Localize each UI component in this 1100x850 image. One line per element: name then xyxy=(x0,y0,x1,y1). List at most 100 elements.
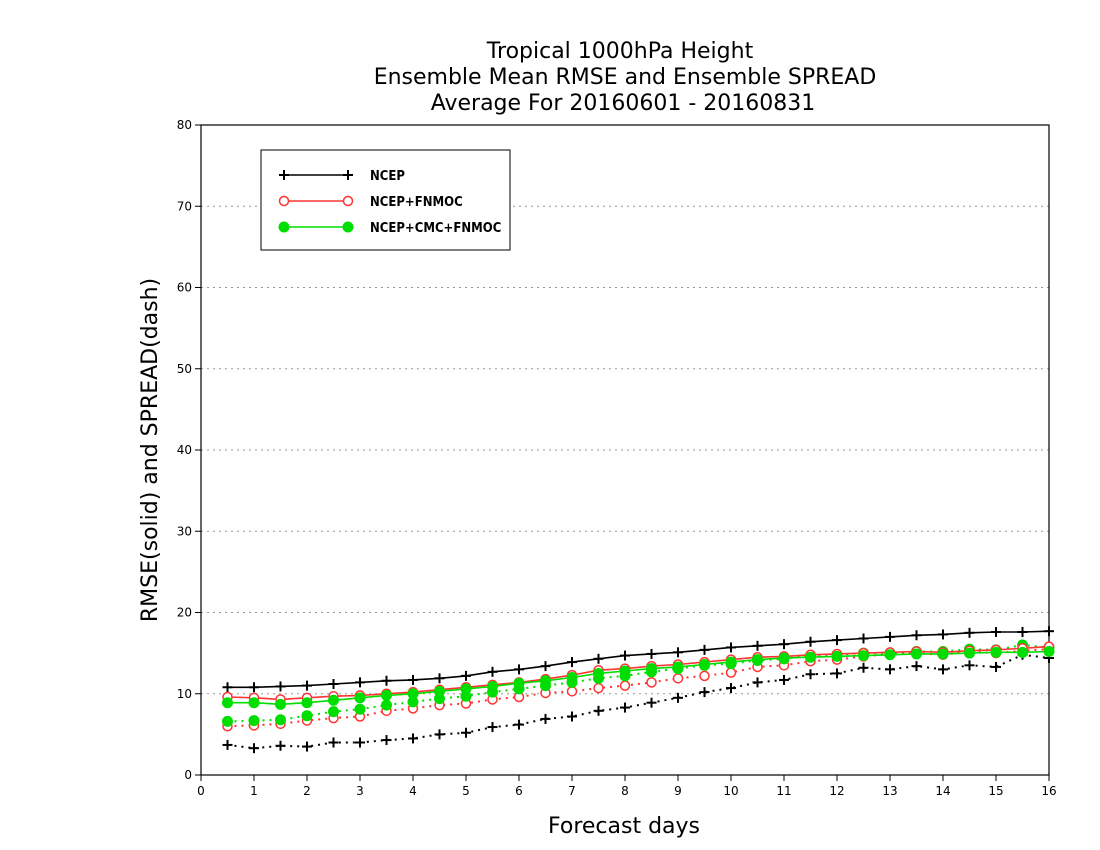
data-point-rmse xyxy=(514,664,524,675)
data-point-rmse xyxy=(964,627,975,638)
data-point-spread xyxy=(832,668,842,679)
data-point-rmse xyxy=(937,648,949,660)
legend-label: NCEP+FNMOC xyxy=(370,195,463,210)
data-point-spread xyxy=(699,670,710,682)
y-tick-label: 40 xyxy=(177,443,192,457)
data-point-spread xyxy=(461,727,471,738)
data-point-spread xyxy=(646,697,657,708)
data-point-rmse xyxy=(884,649,896,661)
data-point-spread xyxy=(248,715,260,727)
x-tick-label: 2 xyxy=(303,784,311,798)
x-tick-label: 5 xyxy=(462,784,470,798)
y-tick-label: 10 xyxy=(177,687,192,701)
data-point-rmse xyxy=(354,692,366,704)
data-point-spread xyxy=(752,677,763,688)
data-point-spread xyxy=(222,739,233,750)
data-point-spread xyxy=(408,733,418,744)
data-point-spread xyxy=(275,740,286,751)
data-point-rmse xyxy=(248,697,260,709)
legend-label: NCEP+CMC+FNMOC xyxy=(370,221,501,236)
data-point-rmse xyxy=(646,648,657,659)
x-tick-label: 0 xyxy=(197,784,205,798)
legend-marker-right xyxy=(343,170,353,180)
data-point-spread xyxy=(302,741,312,752)
data-point-rmse xyxy=(1044,626,1054,637)
data-point-spread xyxy=(381,699,392,711)
data-point-rmse xyxy=(779,639,789,650)
data-point-spread xyxy=(328,737,339,748)
data-point-spread xyxy=(222,715,233,727)
data-point-rmse xyxy=(540,661,551,672)
data-point-spread xyxy=(964,660,975,671)
y-tick-label: 20 xyxy=(177,606,192,620)
data-point-spread xyxy=(566,686,578,697)
data-point-rmse xyxy=(1017,646,1028,658)
data-point-rmse xyxy=(407,688,419,700)
data-point-spread xyxy=(779,674,789,685)
x-tick-label: 16 xyxy=(1041,784,1056,798)
data-point-rmse xyxy=(275,681,286,692)
legend-label: NCEP xyxy=(370,169,405,184)
data-point-spread xyxy=(673,692,683,703)
data-point-spread xyxy=(858,662,869,673)
data-point-rmse xyxy=(434,673,445,684)
data-point-spread xyxy=(619,680,631,691)
data-point-spread xyxy=(328,706,339,718)
y-tick-label: 30 xyxy=(177,524,192,538)
data-point-rmse xyxy=(911,630,922,641)
legend-marker-right xyxy=(342,221,354,233)
data-point-rmse xyxy=(355,677,365,688)
x-tick-label: 7 xyxy=(568,784,576,798)
y-tick-label: 80 xyxy=(177,118,192,132)
x-tick-label: 8 xyxy=(621,784,629,798)
data-point-spread xyxy=(885,664,895,675)
y-tick-label: 0 xyxy=(184,768,192,782)
y-axis-label: RMSE(solid) and SPREAD(dash) xyxy=(138,278,163,622)
data-point-rmse xyxy=(381,675,392,686)
x-tick-label: 4 xyxy=(409,784,417,798)
data-point-rmse xyxy=(434,685,445,697)
data-point-rmse xyxy=(302,680,312,691)
data-point-spread xyxy=(434,729,445,740)
data-point-rmse xyxy=(725,656,737,668)
data-point-rmse xyxy=(593,667,604,679)
data-point-rmse xyxy=(222,697,233,709)
data-point-rmse xyxy=(619,665,631,677)
title-line-1: Tropical 1000hPa Height xyxy=(486,39,754,64)
data-point-spread xyxy=(354,703,366,715)
title-line-2: Ensemble Mean RMSE and Ensemble SPREAD xyxy=(374,65,877,90)
y-tick-label: 70 xyxy=(177,199,192,213)
data-point-rmse xyxy=(513,677,525,689)
legend: NCEP NCEP+FNMOC NCEP+CMC+FNMOC xyxy=(260,149,511,251)
data-point-rmse xyxy=(487,666,498,677)
series-spread-line xyxy=(227,648,1050,728)
data-point-spread xyxy=(938,664,948,675)
series-spread-line xyxy=(227,653,1050,750)
data-point-spread xyxy=(540,713,551,724)
series-layer xyxy=(222,626,1055,754)
legend-marker-left xyxy=(279,170,289,180)
x-axis: 0 1 2 3 4 5 6 7 8 9 10 11 12 13 14 15 16 xyxy=(197,775,1057,798)
data-point-rmse xyxy=(566,672,578,683)
title-line-3: Average For 20160601 - 20160831 xyxy=(431,91,816,116)
data-point-rmse xyxy=(328,679,339,689)
data-point-rmse xyxy=(778,652,790,664)
data-point-rmse xyxy=(381,689,392,701)
y-tick-label: 60 xyxy=(177,281,192,295)
data-point-spread xyxy=(620,702,630,713)
data-point-rmse xyxy=(328,694,339,706)
legend-marker-left xyxy=(278,195,290,207)
legend-marker-left xyxy=(278,221,290,233)
x-tick-label: 6 xyxy=(515,784,523,798)
data-point-rmse xyxy=(646,663,657,675)
data-point-spread xyxy=(567,711,577,722)
data-point-rmse xyxy=(540,675,551,687)
series-rmse-line xyxy=(227,630,1050,689)
data-point-rmse xyxy=(249,682,259,693)
data-point-rmse xyxy=(885,631,895,642)
data-point-spread xyxy=(301,710,313,722)
data-point-spread xyxy=(514,719,524,730)
data-point-rmse xyxy=(911,648,922,660)
data-point-rmse xyxy=(567,657,577,668)
